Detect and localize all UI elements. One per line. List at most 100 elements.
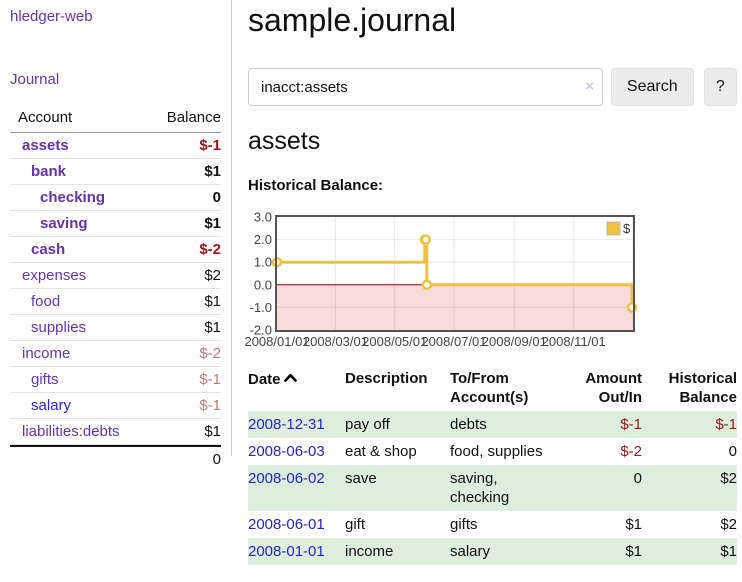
register-table: Date Description To/From Account(s) Amou… <box>248 367 737 565</box>
account-row: income $-2 <box>10 341 221 367</box>
account-balance: 0 <box>212 189 221 206</box>
account-row: salary $-1 <box>10 393 221 419</box>
accounts-header-balance: Balance <box>166 109 221 126</box>
transaction-amount: $-1 <box>620 416 642 433</box>
account-row: assets $-1 <box>10 133 221 159</box>
transaction-accounts: saving, checking <box>450 470 510 506</box>
sidebar: hledger-web Journal Account Balance asse… <box>0 0 232 468</box>
account-balance: $-1 <box>199 397 221 414</box>
account-balance: $1 <box>204 423 221 440</box>
main-content: sample.journal × Search ? assets Histori… <box>232 0 742 565</box>
svg-text:0.0: 0.0 <box>254 277 272 292</box>
account-heading: assets <box>248 127 321 155</box>
account-link[interactable]: checking <box>40 189 106 206</box>
transaction-date-link[interactable]: 2008-01-01 <box>248 543 325 560</box>
transaction-balance: $-1 <box>715 416 737 433</box>
register-header-balance: Historical Balance <box>668 370 737 406</box>
transaction-date-link[interactable]: 2008-06-01 <box>248 516 325 533</box>
register-row: 2008-01-01 income salary $1 $1 <box>248 538 737 565</box>
svg-text:2.0: 2.0 <box>254 232 272 247</box>
register-row: 2008-06-01 gift gifts $1 $2 <box>248 511 737 538</box>
svg-text:3.0: 3.0 <box>254 212 272 225</box>
register-header-description: Description <box>345 370 428 387</box>
svg-text:$: $ <box>623 221 631 236</box>
transaction-balance: $2 <box>720 516 737 533</box>
sidebar-item-journal[interactable]: Journal <box>10 71 60 88</box>
transaction-date-link[interactable]: 2008-06-03 <box>248 443 325 460</box>
accounts-tree-header: Account Balance <box>10 106 221 133</box>
account-link[interactable]: liabilities:debts <box>22 423 120 440</box>
transaction-amount: $1 <box>625 543 642 560</box>
svg-text:2008/03/01: 2008/03/01 <box>303 334 368 349</box>
svg-text:2008/07/01: 2008/07/01 <box>421 334 486 349</box>
svg-text:-1.0: -1.0 <box>250 300 272 315</box>
transaction-accounts: gifts <box>450 516 478 533</box>
search-form: × Search ? <box>248 68 737 106</box>
clear-search-icon[interactable]: × <box>585 78 594 95</box>
account-balance: $-1 <box>199 137 221 154</box>
transaction-balance: $2 <box>720 470 737 487</box>
accounts-rows: assets $-1 bank $1 checking 0 saving $1 cash $-2 e… <box>10 133 221 445</box>
account-row: supplies $1 <box>10 315 221 341</box>
svg-text:2008/11/01: 2008/11/01 <box>542 334 606 349</box>
account-link[interactable]: cash <box>31 241 66 258</box>
transaction-description: pay off <box>345 416 390 433</box>
account-row: checking 0 <box>10 185 221 211</box>
account-balance: $-2 <box>199 241 221 258</box>
sort-ascending-icon <box>283 369 297 388</box>
account-link[interactable]: assets <box>22 137 69 154</box>
svg-text:2008/09/01: 2008/09/01 <box>482 334 547 349</box>
register-header-date: Date <box>248 367 345 411</box>
account-balance: $1 <box>204 319 221 336</box>
account-link[interactable]: supplies <box>31 319 87 336</box>
account-link[interactable]: salary <box>31 397 72 414</box>
register-row: 2008-06-03 eat & shop food, supplies $-2 0 <box>248 438 737 465</box>
svg-text:-2.0: -2.0 <box>250 323 272 338</box>
account-link[interactable]: income <box>22 345 71 362</box>
transaction-description: save <box>345 470 377 487</box>
transaction-accounts: food, supplies <box>450 443 543 460</box>
search-button[interactable]: Search <box>610 68 694 106</box>
account-link[interactable]: saving <box>40 215 88 232</box>
transaction-balance: $1 <box>720 543 737 560</box>
accounts-total: 0 <box>10 445 221 471</box>
account-link[interactable]: food <box>31 293 61 310</box>
account-row: expenses $2 <box>10 263 221 289</box>
search-input[interactable] <box>248 68 603 106</box>
register-header-amount: Amount Out/In <box>585 370 642 406</box>
transaction-amount: 0 <box>633 470 642 487</box>
register-row: 2008-06-02 save saving, checking 0 $2 <box>248 465 737 511</box>
transaction-description: gift <box>345 516 366 533</box>
search-input-wrap: × <box>248 68 603 106</box>
page-title: sample.journal <box>248 2 457 38</box>
account-balance: $1 <box>204 293 221 310</box>
account-balance: $-1 <box>199 371 221 388</box>
help-button[interactable]: ? <box>703 68 737 106</box>
transaction-date-link[interactable]: 2008-12-31 <box>248 416 325 433</box>
account-row: liabilities:debts $1 <box>10 419 221 445</box>
register-row: 2008-12-31 pay off debts $-1 $-1 <box>248 411 737 438</box>
chart-heading: Historical Balance: <box>248 177 384 194</box>
transaction-amount: $-2 <box>620 443 642 460</box>
transaction-date-link[interactable]: 2008-06-02 <box>248 470 325 487</box>
account-balance: $2 <box>204 267 221 284</box>
account-row: gifts $-1 <box>10 367 221 393</box>
transaction-accounts: debts <box>450 416 487 433</box>
transaction-accounts: salary <box>450 543 491 560</box>
account-link[interactable]: expenses <box>22 267 87 284</box>
app-brand-link[interactable]: hledger-web <box>10 8 93 25</box>
register-header-accounts: To/From Account(s) <box>450 370 529 406</box>
account-row: cash $-2 <box>10 237 221 263</box>
account-row: food $1 <box>10 289 221 315</box>
svg-text:1.0: 1.0 <box>254 255 272 270</box>
account-balance: $1 <box>204 163 221 180</box>
historical-balance-chart: $3.0 2.0 1.0 0.0 -1.0 -2.0 2008/01/01 2008/03/0… <box>244 210 737 354</box>
register-header-row: Date Description To/From Account(s) Amou… <box>248 367 737 411</box>
transaction-amount: $1 <box>625 516 642 533</box>
svg-text:2008/05/01: 2008/05/01 <box>362 334 427 349</box>
account-balance: $-2 <box>199 345 221 362</box>
account-link[interactable]: gifts <box>31 371 59 388</box>
transaction-description: income <box>345 543 394 560</box>
transaction-description: eat & shop <box>345 443 417 460</box>
account-link[interactable]: bank <box>31 163 67 180</box>
